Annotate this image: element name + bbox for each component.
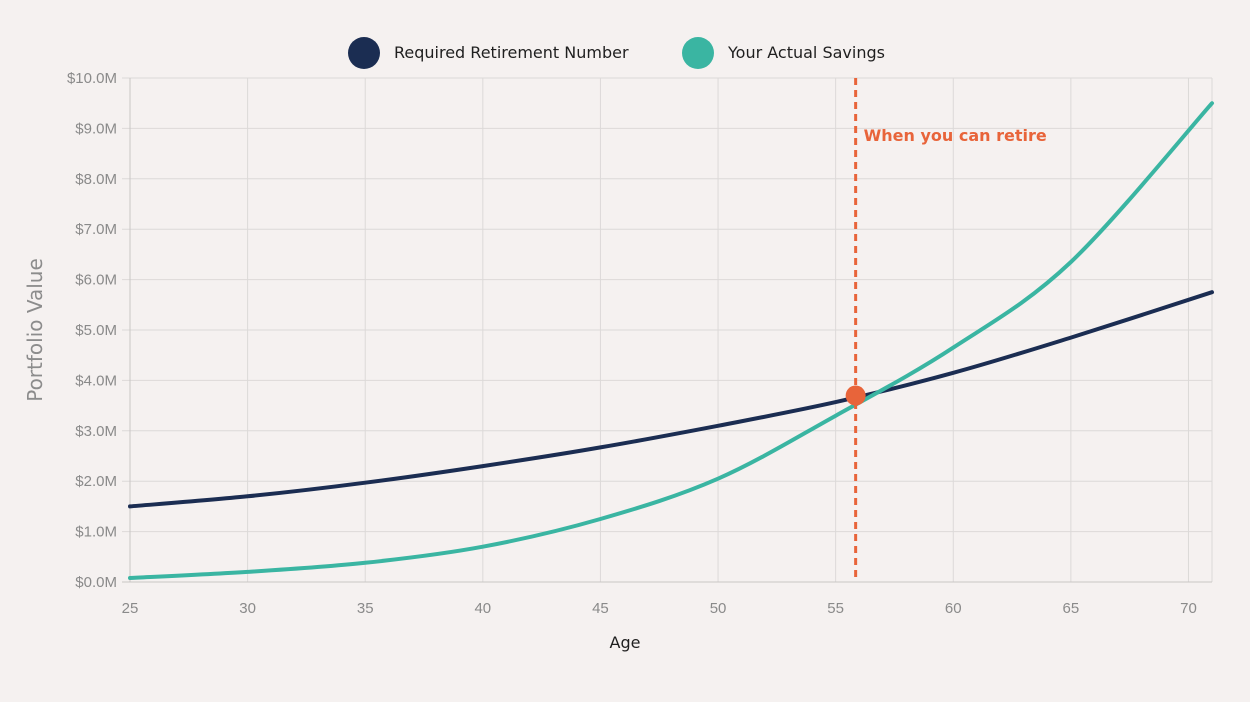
legend-label-required[interactable]: Required Retirement Number — [394, 43, 629, 62]
series-line-actual — [128, 101, 1214, 580]
y-axis: $0.0M $1.0M $2.0M $3.0M $4.0M $5.0M $6.0M $7.0M… — [67, 70, 117, 591]
legend-label-actual[interactable]: Your Actual Savings — [727, 43, 885, 62]
y-tick-label: $4.0M — [75, 372, 117, 389]
x-tick-label: 50 — [710, 600, 727, 617]
x-tick-label: 45 — [592, 600, 609, 617]
series-line-required — [128, 290, 1214, 509]
y-axis-title: Portfolio Value — [23, 258, 47, 402]
y-tick-label: $7.0M — [75, 221, 117, 238]
x-tick-label: 30 — [239, 600, 256, 617]
x-tick-label: 70 — [1180, 600, 1197, 617]
y-tick-label: $2.0M — [75, 473, 117, 490]
y-tick-label: $1.0M — [75, 524, 117, 541]
y-tick-label: $3.0M — [75, 423, 117, 440]
x-tick-label: 35 — [357, 600, 374, 617]
x-axis: 25 30 35 40 45 50 55 60 65 70 — [122, 600, 1197, 617]
legend-swatch-actual[interactable] — [682, 37, 714, 69]
y-tick-label: $5.0M — [75, 322, 117, 339]
x-tick-label: 65 — [1063, 600, 1080, 617]
series-layer — [128, 101, 1214, 580]
y-tick-label: $9.0M — [75, 120, 117, 137]
x-axis-title: Age — [610, 633, 641, 652]
y-tick-label: $8.0M — [75, 171, 117, 188]
x-tick-label: 40 — [474, 600, 491, 617]
y-tick-label: $10.0M — [67, 70, 117, 87]
y-tick-label: $0.0M — [75, 574, 117, 591]
intersection-point[interactable] — [845, 385, 866, 406]
x-tick-label: 25 — [122, 600, 139, 617]
legend-swatch-required[interactable] — [348, 37, 380, 69]
x-tick-label: 60 — [945, 600, 962, 617]
y-tick-label: $6.0M — [75, 272, 117, 289]
annotation-layer: When you can retire — [845, 78, 1047, 582]
x-tick-label: 55 — [827, 600, 844, 617]
legend[interactable]: Required Retirement Number Your Actual S… — [348, 37, 885, 69]
retire-annotation-label: When you can retire — [864, 126, 1047, 145]
grid — [122, 77, 1213, 583]
